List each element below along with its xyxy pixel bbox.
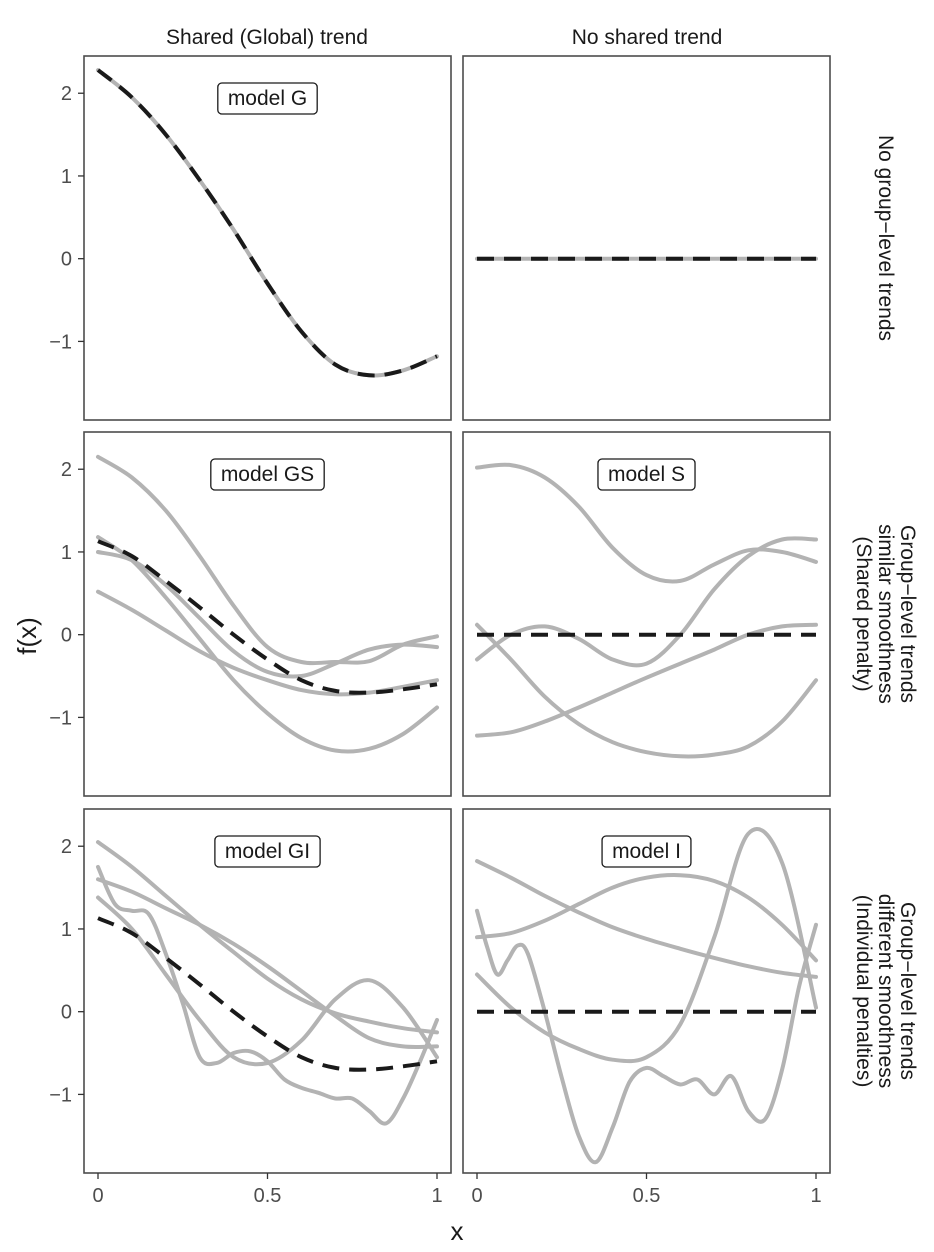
panel-background xyxy=(84,432,451,796)
model-label-box xyxy=(597,458,696,491)
panel-background xyxy=(84,56,451,420)
row-label-0: No group−level trends xyxy=(874,135,897,341)
panel-r0-c0: model G −1 0 1 2 xyxy=(49,55,452,421)
panel-r1-c1: model S xyxy=(462,431,831,797)
y-tick-label: 2 xyxy=(61,836,72,858)
x-axis-title: x xyxy=(451,1216,464,1246)
group-curve-2 xyxy=(96,550,439,679)
model-label-text: model I xyxy=(612,840,681,863)
group-curve-1 xyxy=(475,536,818,668)
model-label: model G xyxy=(217,82,318,115)
panel-border xyxy=(462,431,831,797)
y-tick-label: 0 xyxy=(61,625,72,647)
model-label-text: model S xyxy=(608,463,685,486)
group-curve-3 xyxy=(475,908,818,1165)
row-label-line: (Shared penalty) xyxy=(852,536,875,691)
row-label-line: Group−level trends xyxy=(896,525,919,703)
model-label-box xyxy=(210,458,325,491)
x-tick-label: 0.5 xyxy=(254,1185,282,1207)
shared-dashed-curve xyxy=(96,68,438,378)
y-tick-label: 2 xyxy=(61,83,72,105)
y-tick-label: 1 xyxy=(61,919,72,941)
panels-layer: model G −1 0 1 2 model GS −1 0 1 2 model S model GI… xyxy=(49,55,831,1207)
model-label-box xyxy=(601,835,692,868)
model-label-text: model GS xyxy=(221,463,314,486)
column-label-shared-trend: Shared (Global) trend xyxy=(166,26,368,49)
y-axis-title: f(x) xyxy=(12,617,42,655)
group-curve-0 xyxy=(96,454,439,666)
x-tick-label: 0 xyxy=(471,1185,482,1207)
group-curve-0 xyxy=(475,859,818,979)
model-label-text: model G xyxy=(228,87,307,110)
model-label-text: model GI xyxy=(225,840,310,863)
group-curve-1 xyxy=(96,877,439,1050)
group-curve-1 xyxy=(96,535,439,754)
model-label: model GI xyxy=(214,835,321,868)
shared-dashed-curve xyxy=(97,539,438,695)
model-label: model GS xyxy=(210,458,325,491)
panel-border xyxy=(462,55,831,421)
x-tick-label: 1 xyxy=(431,1185,442,1207)
model-label: model I xyxy=(601,835,692,868)
column-label-no-shared-trend: No shared trend xyxy=(572,26,723,49)
y-tick-label: 1 xyxy=(61,542,72,564)
row-label-line: No group−level trends xyxy=(874,135,897,341)
panel-background xyxy=(463,56,830,420)
y-tick-label: −1 xyxy=(49,1084,72,1106)
group-curve-1 xyxy=(475,873,818,963)
row-label-line: (Individual penalties) xyxy=(852,895,875,1088)
x-tick-label: 1 xyxy=(810,1185,821,1207)
y-tick-label: 2 xyxy=(61,459,72,481)
row-label-line: different smoothness xyxy=(874,894,897,1089)
y-tick-label: 0 xyxy=(61,1002,72,1024)
model-label: model S xyxy=(597,458,696,491)
group-curve-3 xyxy=(475,622,818,738)
panel-r1-c0: model GS −1 0 1 2 xyxy=(49,431,452,797)
y-tick-label: 0 xyxy=(61,249,72,271)
x-tick-label: 0 xyxy=(92,1185,103,1207)
y-tick-label: −1 xyxy=(49,707,72,729)
shared-dashed-curve xyxy=(97,916,438,1072)
model-label-box xyxy=(217,82,318,115)
row-label-2: Group−level trendsdifferent smoothness(I… xyxy=(852,894,919,1089)
panel-r2-c1: model I 0 0.5 1 xyxy=(462,808,831,1207)
panel-r2-c0: model GI −1 0 1 2 0 0.5 1 xyxy=(49,808,452,1207)
panel-border xyxy=(83,431,452,797)
labels-layer: Shared (Global) trend No shared trend f(… xyxy=(12,26,919,1246)
panel-border xyxy=(83,55,452,421)
row-label-line: similar smoothness xyxy=(874,524,897,704)
group-curve-3 xyxy=(96,895,439,1067)
x-tick-label: 0.5 xyxy=(633,1185,661,1207)
row-label-1: Group−level trendssimilar smoothness(Sha… xyxy=(852,524,919,704)
panel-r0-c1 xyxy=(462,55,831,421)
group-curve-0 xyxy=(96,840,439,1035)
y-tick-label: −1 xyxy=(49,331,72,353)
group-curve-2 xyxy=(475,622,818,759)
y-tick-label: 1 xyxy=(61,166,72,188)
group-curve-2 xyxy=(475,827,818,1064)
row-label-line: Group−level trends xyxy=(896,902,919,1080)
model-label-box xyxy=(214,835,321,868)
